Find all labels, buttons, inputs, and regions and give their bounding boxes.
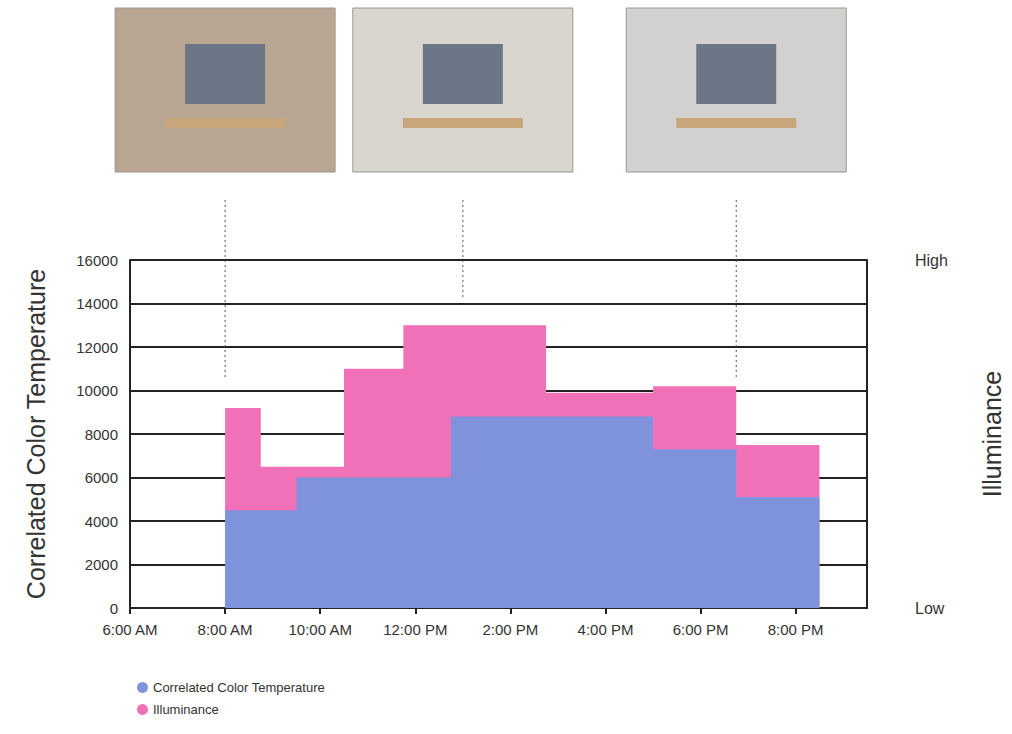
svg-text:0: 0: [110, 600, 118, 617]
svg-text:4:00 PM: 4:00 PM: [578, 621, 634, 638]
svg-text:4000: 4000: [85, 513, 118, 530]
svg-text:14000: 14000: [76, 295, 118, 312]
svg-text:Low: Low: [915, 600, 945, 617]
svg-text:6:00 PM: 6:00 PM: [673, 621, 729, 638]
svg-text:6000: 6000: [85, 469, 118, 486]
svg-text:Illuminance: Illuminance: [153, 702, 219, 717]
svg-text:10:00 AM: 10:00 AM: [288, 621, 351, 638]
svg-text:2000: 2000: [85, 556, 118, 573]
svg-text:Correlated Color Temperature: Correlated Color Temperature: [153, 680, 325, 695]
svg-text:12:00 PM: 12:00 PM: [383, 621, 447, 638]
svg-text:10000: 10000: [76, 382, 118, 399]
svg-text:12000: 12000: [76, 339, 118, 356]
svg-text:8:00 PM: 8:00 PM: [768, 621, 824, 638]
svg-text:2:00 PM: 2:00 PM: [482, 621, 538, 638]
svg-text:High: High: [915, 252, 948, 269]
svg-text:8000: 8000: [85, 426, 118, 443]
svg-text:Illuminance: Illuminance: [978, 371, 1006, 497]
svg-text:8:00 AM: 8:00 AM: [198, 621, 253, 638]
svg-text:Correlated Color Temperature: Correlated Color Temperature: [22, 269, 50, 599]
svg-text:16000: 16000: [76, 252, 118, 269]
svg-text:6:00 AM: 6:00 AM: [102, 621, 157, 638]
